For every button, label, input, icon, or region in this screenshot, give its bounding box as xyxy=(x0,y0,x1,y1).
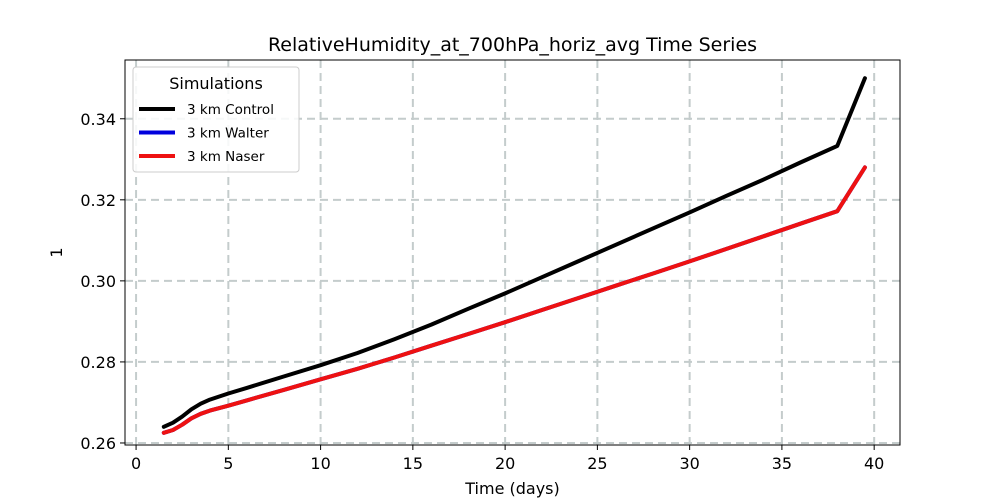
legend-entries: 3 km Control 3 km Walter 3 km Naser xyxy=(139,102,274,165)
y-tick-label-3: 0.32 xyxy=(80,191,116,210)
x-tick-label-5: 25 xyxy=(587,454,607,473)
x-tick-label-1: 5 xyxy=(223,454,233,473)
y-tick-label-2: 0.30 xyxy=(80,272,116,291)
legend-label-2: 3 km Naser xyxy=(187,149,265,165)
y-tick-label-0: 0.26 xyxy=(80,434,116,453)
x-tick-label-3: 15 xyxy=(403,454,423,473)
x-tick-label-7: 35 xyxy=(772,454,792,473)
legend-label-0: 3 km Control xyxy=(187,102,274,118)
legend-title: Simulations xyxy=(169,74,263,93)
series-line-3-km-control xyxy=(161,76,867,429)
x-tick-label-0: 0 xyxy=(131,454,141,473)
series-layer xyxy=(161,76,867,435)
x-tick-label-2: 10 xyxy=(310,454,330,473)
chart-title: RelativeHumidity_at_700hPa_horiz_avg Tim… xyxy=(268,34,757,56)
series-line-3-km-naser xyxy=(161,165,867,435)
x-tick-label-4: 20 xyxy=(495,454,515,473)
x-axis-label: Time (days) xyxy=(464,479,560,498)
y-tick-label-1: 0.28 xyxy=(80,353,116,372)
plot-frame xyxy=(124,59,901,446)
y-tick-label-4: 0.34 xyxy=(80,110,116,129)
x-tick-label-8: 40 xyxy=(864,454,884,473)
legend-box xyxy=(132,66,300,173)
x-tick-label-6: 30 xyxy=(679,454,699,473)
y-axis-label: 1 xyxy=(47,247,66,257)
tick-layer: 0 5 10 15 20 25 30 35 40 0.26 0.28 0.30 0.32 0.34 xyxy=(80,110,884,473)
legend-label-1: 3 km Walter xyxy=(187,126,269,142)
